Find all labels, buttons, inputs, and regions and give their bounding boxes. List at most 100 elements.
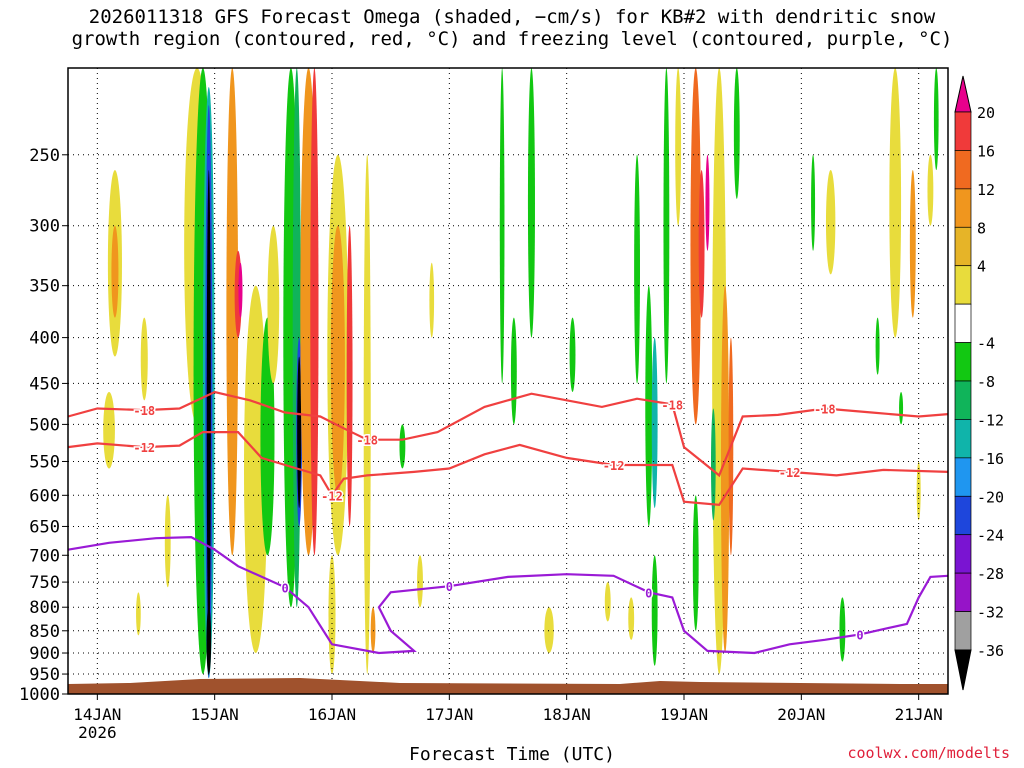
y-tick-label: 350	[29, 277, 60, 297]
contour-label: -12	[133, 441, 155, 455]
omega-shade-blk	[206, 170, 211, 654]
omega-shade-grn	[569, 317, 576, 392]
contour-label: -18	[133, 404, 155, 418]
colorbar-box	[954, 534, 972, 574]
omega-shade-yel	[916, 461, 921, 521]
colorbar-label: -28	[977, 565, 1004, 583]
contour-line	[67, 390, 949, 478]
omega-shade-yel	[103, 391, 115, 469]
colorbar-box	[954, 265, 972, 305]
y-tick-label: 1000	[19, 685, 60, 705]
omega-shade-yel	[267, 225, 280, 384]
y-tick-label: 800	[29, 598, 60, 618]
omega-shade-red	[310, 68, 319, 556]
omega-shade-yel	[136, 592, 141, 636]
omega-shade-yel	[927, 154, 934, 226]
colorbar-box	[954, 380, 972, 420]
x-tick-label: 18JAN	[543, 705, 591, 724]
omega-shade-pink	[705, 154, 710, 251]
y-tick-label: 550	[29, 452, 60, 472]
y-tick-label: 700	[29, 546, 60, 566]
colorbar-label: -8	[977, 373, 995, 391]
colorbar-box	[954, 111, 972, 151]
omega-shade-grn	[499, 68, 505, 384]
omega-shade-red	[698, 170, 705, 318]
y-axis: 2503003504004505005506006507007508008509…	[19, 146, 68, 705]
omega-shade-grn	[933, 68, 939, 171]
colorbar-top-arrow	[954, 75, 972, 113]
omega-shade-grn	[663, 68, 670, 384]
omega-shade-dorg	[111, 225, 119, 318]
x-tick-label: 19JAN	[660, 705, 708, 724]
omega-shade-dorg	[720, 285, 730, 654]
y-tick-label: 750	[29, 573, 60, 593]
omega-shade-cyan	[651, 337, 658, 509]
colorbar: 20 16 12 8 4 -4 -8 -12 -16 -20 -24 -28 -32 -36	[954, 75, 1004, 691]
colorbar-box	[954, 188, 972, 228]
omega-shade-yel	[363, 154, 371, 675]
y-tick-label: 450	[29, 374, 60, 394]
contour-line	[67, 535, 949, 655]
site-credit[interactable]: coolwx.com/modelts	[847, 744, 1010, 762]
omega-shade-yel	[675, 68, 682, 226]
omega-shade-blk	[206, 607, 212, 675]
colorbar-label: -20	[977, 488, 1004, 506]
contour-label: -12	[779, 466, 801, 480]
y-tick-label: 500	[29, 415, 60, 435]
colorbar-box	[954, 342, 972, 382]
title-line-1: 2026011318 GFS Forecast Omega (shaded, −…	[88, 6, 936, 28]
omega-shade-dorg	[226, 68, 239, 556]
colorbar-bottom-arrow	[954, 649, 972, 691]
x-tick-label: 16JAN	[308, 705, 356, 724]
contour-label: 0	[281, 581, 288, 595]
contour-label: -18	[661, 398, 683, 412]
contour-label: -12	[321, 489, 343, 503]
colorbar-box	[954, 419, 972, 459]
x-tick-label: 21JAN	[895, 705, 943, 724]
contour-label: -18	[356, 434, 378, 448]
omega-shade-yel	[429, 262, 435, 338]
y-tick-label: 900	[29, 644, 60, 664]
y-tick-label: 400	[29, 329, 60, 349]
colorbar-label: -16	[977, 450, 1004, 468]
x-tick-label: 17JAN	[425, 705, 473, 724]
omega-shade-dorg	[370, 607, 376, 654]
colorbar-label: -24	[977, 527, 1004, 545]
omega-shade-yel	[164, 495, 171, 588]
omega-shade-grn	[399, 424, 406, 469]
contour-label: 0	[645, 586, 652, 600]
colorbar-label: 12	[977, 181, 995, 199]
x-tick-label: 20JAN	[777, 705, 825, 724]
contour-label: 0	[856, 628, 863, 642]
chart-title: 2026011318 GFS Forecast Omega (shaded, −…	[0, 6, 1024, 50]
omega-shade-pink	[238, 262, 243, 318]
omega-shade-yel	[417, 555, 423, 608]
x-tick-label: 14JAN	[73, 705, 121, 724]
omega-shade-grn	[839, 597, 846, 662]
colorbar-label: 8	[977, 219, 986, 237]
omega-shade-grn	[645, 285, 653, 527]
colorbar-box	[954, 150, 972, 190]
omega-shade-grn	[733, 67, 740, 199]
y-tick-label: 250	[29, 146, 60, 166]
omega-shade-yel	[825, 170, 836, 275]
y-tick-label: 600	[29, 486, 60, 506]
contour-label: 0	[446, 580, 453, 594]
colorbar-label: 4	[977, 258, 986, 276]
y-tick-label: 850	[29, 622, 60, 642]
grid	[68, 68, 948, 695]
omega-shade-yel	[544, 607, 554, 654]
contour-line	[67, 431, 949, 507]
contour-label: -12	[603, 459, 625, 473]
omega-shade-grn	[510, 317, 517, 425]
omega-shade-grn	[875, 317, 880, 375]
omega-shade-teal	[710, 408, 716, 521]
y-tick-label: 950	[29, 665, 60, 685]
omega-shade-grn	[651, 555, 658, 666]
contour-label: -18	[814, 403, 836, 417]
colorbar-box	[954, 457, 972, 497]
colorbar-box	[954, 611, 972, 651]
y-tick-label: 650	[29, 517, 60, 537]
